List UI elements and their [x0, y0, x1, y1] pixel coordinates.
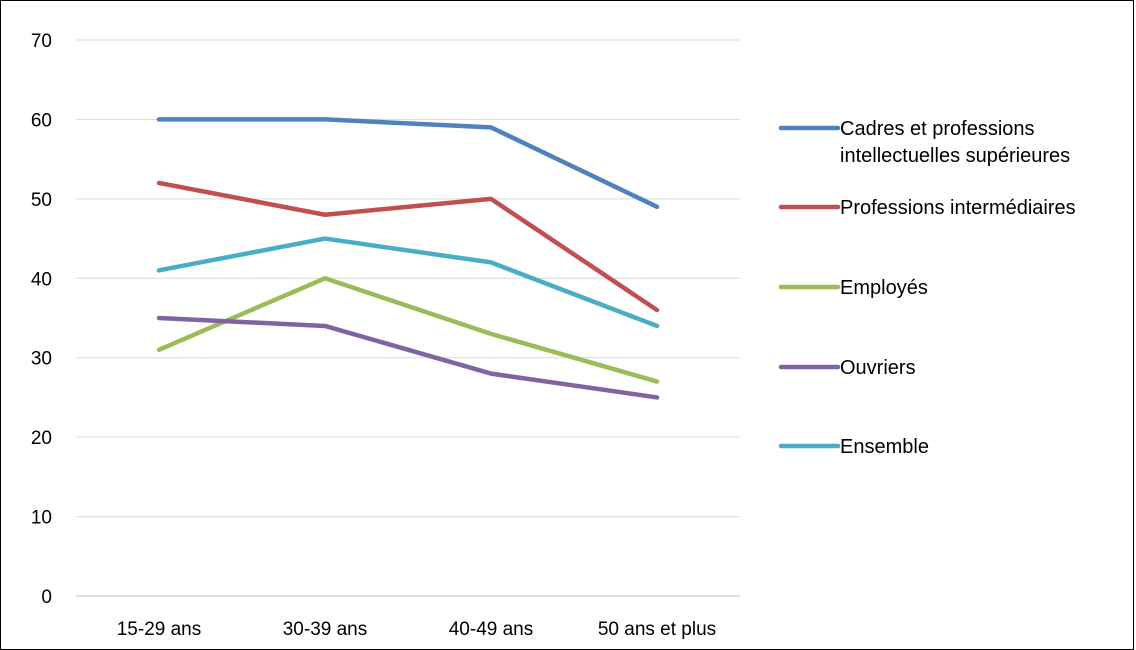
series-line	[156, 117, 660, 210]
y-tick-label: 30	[31, 349, 52, 370]
x-axis-tick-labels: 15-29 ans 30-39 ans 40-49 ans 50 ans et plu…	[117, 619, 716, 640]
series-line	[156, 180, 660, 313]
y-tick-label: 10	[31, 508, 52, 529]
legend-label: Professions intermédiaires	[840, 197, 1076, 219]
legend-label: Ouvriers	[840, 357, 916, 379]
series-line	[156, 236, 660, 329]
series-lines	[156, 117, 660, 400]
y-tick-label: 0	[41, 587, 52, 608]
x-tick-label: 30-39 ans	[283, 619, 368, 640]
series-line	[156, 315, 660, 400]
x-tick-label: 50 ans et plus	[598, 619, 716, 640]
legend-label: Cadres et professions	[840, 118, 1035, 140]
series-line	[156, 276, 660, 384]
legend-label: Employés	[840, 277, 928, 299]
gridlines	[76, 39, 740, 597]
x-tick-label: 15-29 ans	[117, 619, 202, 640]
y-tick-label: 70	[31, 31, 52, 52]
y-tick-label: 40	[31, 269, 52, 290]
legend-label: intellectuelles supérieures	[840, 145, 1070, 167]
y-tick-label: 50	[31, 190, 52, 211]
legend: Cadres et professions intellectuelles sup…	[778, 118, 1076, 458]
y-axis-tick-labels: 0 10 20 30 40 50 60 70	[31, 31, 52, 608]
y-tick-label: 60	[31, 110, 52, 131]
x-tick-label: 40-49 ans	[449, 619, 534, 640]
legend-label: Ensemble	[840, 436, 929, 458]
y-tick-label: 20	[31, 428, 52, 449]
